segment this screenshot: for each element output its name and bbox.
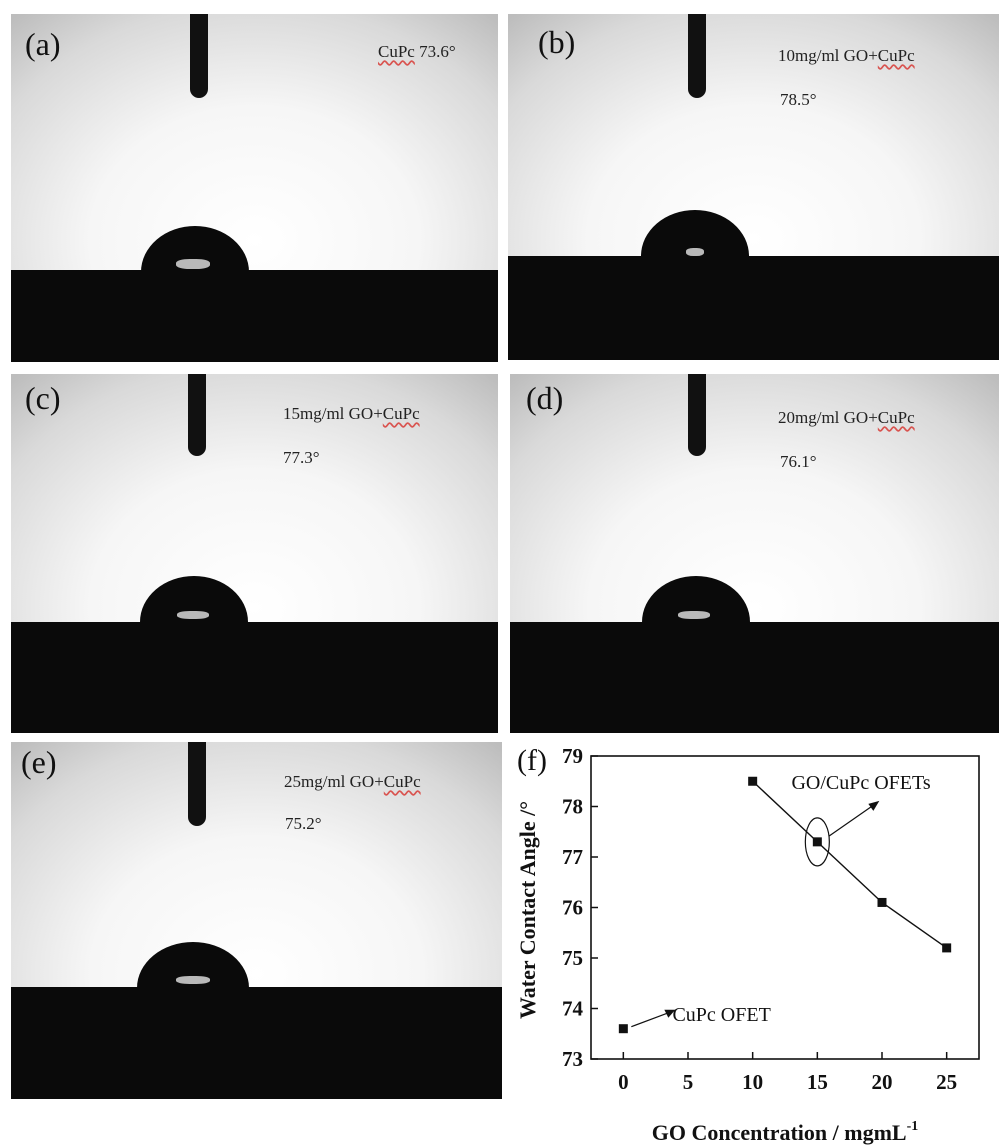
y-axis-label: Water Contact Angle /° [515,801,540,1019]
contact-angle-value: 77.3° [283,448,320,467]
annotation-arrowhead [664,1009,676,1018]
y-tick-label: 77 [562,845,583,869]
sample-name-cupc: CuPc [383,772,421,791]
data-point [942,943,952,953]
x-axis-label: GO Concentration / mgmL-1 [652,1119,919,1145]
y-tick-label: 75 [562,946,583,970]
chart-panel-label: (f) [517,744,547,777]
x-tick-label: 20 [872,1070,893,1094]
x-tick-label: 0 [618,1070,629,1094]
panel-label: (c) [25,380,61,416]
panel-label: (a) [25,26,61,62]
x-tick-label: 5 [683,1070,694,1094]
droplet-reflection [176,976,210,984]
contact-angle-photo-b: (b) 10mg/ml GO+CuPc 78.5° [508,14,999,360]
contact-angle-value: 73.6° [419,42,456,61]
substrate [508,256,999,360]
x-axis-label-text: GO Concentration / mgmL [652,1120,907,1145]
sample-label: 25mg/ml GO+CuPc [284,772,421,792]
needle [190,14,208,98]
x-axis: 0 5 10 15 20 25 [618,1052,957,1094]
contact-angle-value: 75.2° [285,814,322,833]
contact-angle-value: 78.5° [780,90,817,109]
data-point [618,1024,628,1034]
y-tick-label: 74 [562,997,584,1021]
data-point [812,837,822,847]
sample-label: 15mg/ml GO+CuPc [283,404,420,424]
sample-label: 10mg/ml GO+CuPc [778,46,915,66]
sample-name-cupc: CuPc [877,46,915,65]
highlight-ellipse [804,817,830,867]
panel-label: (d) [526,380,564,416]
needle [188,742,206,826]
needle [188,374,206,456]
annotation-arrow [631,1011,672,1028]
sample-label: 20mg/ml GO+CuPc [778,408,915,428]
droplet-reflection [678,611,710,619]
series-layer [618,776,952,1034]
y-axis: 73 74 75 76 77 78 79 [562,744,598,1071]
annotation-layer: GO/CuPc OFETs CuPc OFET [631,772,931,1028]
substrate [11,270,498,362]
droplet-reflection [177,611,209,619]
sample-name: 10mg/ml GO+ [778,46,878,65]
contact-angle-photo-c: (c) 15mg/ml GO+CuPc 77.3° [11,374,498,733]
contact-angle-chart: (f) 73 74 75 76 77 78 79 0 5 10 15 20 25 Water Cont… [515,744,980,1145]
contact-angle-photo-a: (a) CuPc 73.6° [11,14,498,362]
droplet-reflection [686,248,704,256]
x-axis-label-superscript: -1 [907,1119,919,1134]
annotation-label: CuPc OFET [672,1004,770,1026]
needle [688,14,706,98]
y-tick-label: 76 [562,896,583,920]
sample-label: CuPc 73.6° [378,42,456,62]
annotation-arrowhead [868,800,880,811]
droplet-reflection [176,259,210,269]
panel-label: (e) [21,744,57,780]
substrate [510,622,999,733]
substrate [11,622,498,733]
sample-name: 15mg/ml GO+ [283,404,383,423]
x-tick-label: 10 [742,1070,763,1094]
panel-label: (b) [538,24,576,60]
substrate [11,987,502,1099]
plot-frame [590,755,980,1060]
x-tick-label: 25 [936,1070,957,1094]
x-tick-label: 15 [807,1070,828,1094]
sample-name-cupc: CuPc [382,404,420,423]
y-tick-label: 79 [562,744,583,768]
sample-name-cupc: CuPc [877,408,915,427]
y-tick-label: 73 [562,1047,583,1071]
sample-name-cupc: CuPc [378,42,415,61]
annotation-arrow [828,803,876,837]
y-tick-label: 78 [562,795,583,819]
needle [688,374,706,456]
series-line [752,780,948,949]
data-point [748,776,758,786]
contact-angle-photo-e: (e) 25mg/ml GO+CuPc 75.2° [11,742,502,1099]
sample-name: 25mg/ml GO+ [284,772,384,791]
contact-angle-photo-d: (d) 20mg/ml GO+CuPc 76.1° [510,374,999,733]
annotation-label: GO/CuPc OFETs [791,772,930,794]
contact-angle-value: 76.1° [780,452,817,471]
data-point [877,897,887,907]
sample-name: 20mg/ml GO+ [778,408,878,427]
